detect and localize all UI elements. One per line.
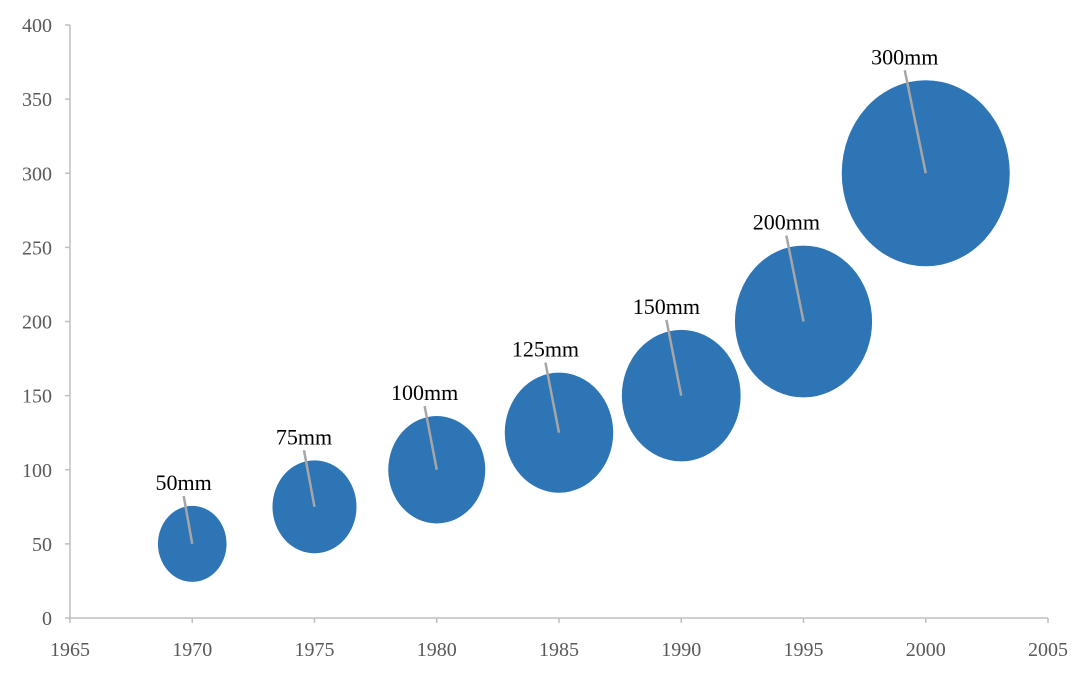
leader-line <box>423 405 438 470</box>
data-label: 200mm <box>753 210 820 235</box>
y-tick-label: 100 <box>22 460 52 482</box>
y-tick-label: 350 <box>22 89 52 111</box>
x-tick-label: 1980 <box>417 639 457 661</box>
x-tick-label: 2000 <box>906 639 946 661</box>
y-tick-label: 300 <box>22 163 52 185</box>
bubble-labels: 50mm 75mm 100mm 125mm 150mm 200mm 300mm <box>156 44 938 545</box>
y-tick-label: 200 <box>22 312 52 334</box>
x-tick-label: 2005 <box>1028 639 1068 661</box>
y-tick-label: 400 <box>22 15 52 37</box>
x-tick-label: 1995 <box>784 639 824 661</box>
y-tick-label: 0 <box>42 608 52 630</box>
leader-line <box>903 70 927 174</box>
data-label: 100mm <box>391 380 458 405</box>
y-tick-label: 50 <box>32 534 52 556</box>
y-tick-label: 150 <box>22 386 52 408</box>
data-label: 50mm <box>156 470 212 495</box>
leader-line <box>544 362 561 433</box>
leader-line <box>182 495 194 545</box>
data-label: 300mm <box>871 44 938 69</box>
x-tick-label: 1990 <box>661 639 701 661</box>
data-label: 75mm <box>276 424 332 449</box>
x-tick-label: 1970 <box>172 639 212 661</box>
x-tick-label: 1975 <box>295 639 335 661</box>
data-label: 125mm <box>512 337 579 362</box>
x-tick-label: 1985 <box>539 639 579 661</box>
x-tick-label: 1965 <box>50 639 90 661</box>
leader-line <box>302 450 316 508</box>
bubbles <box>157 80 1010 582</box>
y-tick-label: 250 <box>22 237 52 259</box>
leader-line <box>785 235 805 322</box>
data-label: 150mm <box>633 294 700 319</box>
axes: 1965 1970 1975 1980 1985 1990 1995 2000 2005 0 50 1… <box>22 15 1068 661</box>
leader-line <box>665 319 683 396</box>
